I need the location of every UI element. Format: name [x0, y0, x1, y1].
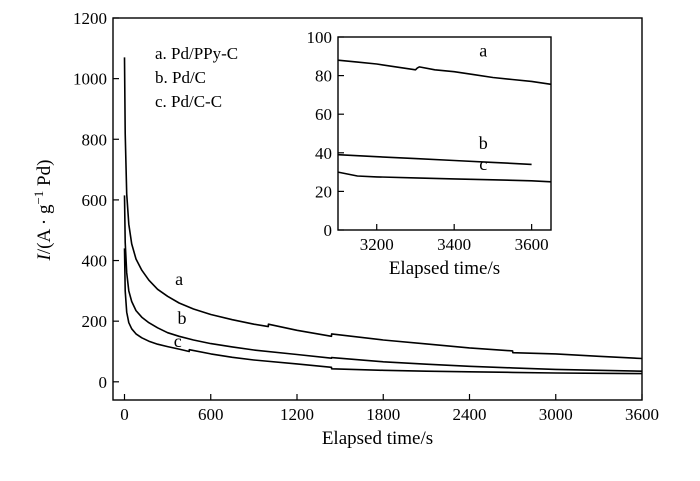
inset-x-tick-label: 3400	[437, 235, 471, 254]
main-x-tick-label: 600	[198, 405, 224, 424]
main-series-b	[123, 195, 643, 372]
main-frame	[112, 17, 643, 401]
main-y-axis-title: I/(A · g−1 Pd)	[31, 160, 55, 262]
inset-curve-label-c: c	[479, 154, 487, 174]
inset-frame	[337, 36, 552, 231]
main-plot: 0 600 1200 1800 2400 3000 36000200400600800100…	[31, 9, 659, 449]
main-curve-label-b: b	[178, 308, 187, 328]
main-x-tick-label: 3600	[625, 405, 659, 424]
legend-entry-b: b. Pd/C	[155, 68, 206, 87]
main-series-a	[123, 57, 643, 360]
inset-series-c	[337, 171, 552, 183]
main-x-tick-label: 0	[120, 405, 129, 424]
inset-series-a	[337, 59, 552, 86]
main-x-tick-label: 1800	[366, 405, 400, 424]
legend-entry-a: a. Pd/PPy-C	[155, 44, 238, 63]
main-series-c	[123, 248, 643, 375]
main-x-tick-label: 1200	[280, 405, 314, 424]
main-y-tick-label: 1000	[73, 70, 107, 89]
inset-y-tick-label: 20	[315, 182, 332, 201]
inset-y-tick-label: 40	[315, 144, 332, 163]
inset-curve-label-a: a	[479, 40, 487, 60]
main-x-axis-title: Elapsed time/s	[322, 428, 433, 449]
main-y-tick-label: 600	[82, 191, 108, 210]
inset-x-tick-label: 3600	[515, 235, 549, 254]
inset-curve-label-b: b	[479, 133, 488, 153]
main-x-tick-label: 3000	[539, 405, 573, 424]
main-y-tick-label: 200	[82, 312, 108, 331]
inset-y-tick-label: 0	[324, 221, 333, 240]
main-curve-label-c: c	[174, 331, 182, 351]
legend-entry-c: c. Pd/C-C	[155, 92, 222, 111]
main-x-tick-label: 2400	[453, 405, 487, 424]
inset-y-tick-label: 60	[315, 105, 332, 124]
inset-plot: 3200 3400 3600 0 20 40 60 80 100 a bc Elapsed time/…	[307, 28, 552, 279]
inset-y-tick-label: 80	[315, 67, 332, 86]
main-y-tick-label: 1200	[73, 9, 107, 28]
main-y-tick-label: 800	[82, 130, 108, 149]
main-y-tick-label: 0	[99, 373, 108, 392]
inset-y-tick-label: 100	[307, 28, 333, 47]
inset-series-b	[337, 153, 532, 166]
inset-x-tick-label: 3200	[360, 235, 394, 254]
inset-x-axis-title: Elapsed time/s	[389, 258, 500, 279]
main-curve-label-a: a	[175, 269, 183, 289]
main-y-tick-label: 400	[82, 252, 108, 271]
